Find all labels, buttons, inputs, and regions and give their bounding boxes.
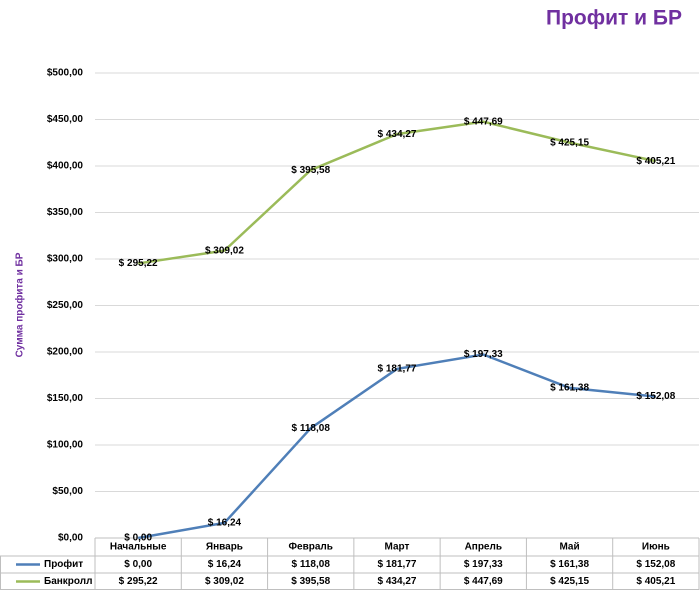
data-label: $ 118,08 [292,423,331,434]
table-cell: $ 395,58 [291,576,330,587]
x-tick-label: Февраль [289,542,333,553]
y-tick-label: $0,00 [58,533,83,544]
chart-title: Профит и БР [546,7,682,30]
data-label: $ 405,21 [636,156,675,167]
data-label: $ 197,33 [464,349,503,360]
y-tick-label: $300,00 [47,254,84,265]
table-cell: $ 0,00 [124,559,152,570]
y-tick-label: $250,00 [47,300,84,311]
y-tick-label: $150,00 [47,393,84,404]
x-tick-label: Начальные [110,542,167,553]
y-tick-label: $100,00 [47,440,84,451]
y-tick-label: $500,00 [47,68,84,79]
data-label: $ 152,08 [636,391,675,402]
data-label: $ 0,00 [124,533,152,544]
data-label: $ 181,77 [378,364,417,375]
table-cell: $ 118,08 [292,559,331,570]
data-label: $ 309,02 [205,245,244,256]
data-label: $ 161,38 [550,383,589,394]
series-line [137,120,657,265]
table-cell: $ 309,02 [205,576,244,587]
x-tick-label: Июнь [642,542,670,553]
y-axis-label: Сумма профита и БР [14,252,26,357]
table-cell: $ 447,69 [464,576,503,587]
y-tick-label: $450,00 [47,114,84,125]
data-label: $ 434,27 [378,129,417,140]
data-label: $ 16,24 [208,518,242,529]
data-label: $ 447,69 [464,116,503,127]
y-tick-label: $200,00 [47,347,84,358]
legend-label: Банкролл [44,576,92,587]
table-cell: $ 181,77 [378,559,417,570]
x-tick-label: Март [385,542,410,553]
x-tick-label: Январь [206,542,243,553]
data-label: $ 395,58 [291,165,330,176]
y-tick-label: $400,00 [47,161,84,172]
table-cell: $ 434,27 [378,576,417,587]
x-tick-label: Май [559,542,579,553]
y-tick-label: $50,00 [52,486,83,497]
table-cell: $ 405,21 [636,576,675,587]
table-cell: $ 197,33 [464,559,503,570]
y-tick-label: $350,00 [47,207,84,218]
table-cell: $ 152,08 [636,559,675,570]
table-cell: $ 295,22 [119,576,158,587]
table-cell: $ 161,38 [550,559,589,570]
table-cell: $ 16,24 [208,559,242,570]
series-line [137,353,656,540]
data-label: $ 295,22 [119,258,158,269]
data-label: $ 425,15 [550,137,589,148]
x-tick-label: Апрель [465,542,502,553]
legend-label: Профит [44,558,83,570]
table-cell: $ 425,15 [550,576,589,587]
